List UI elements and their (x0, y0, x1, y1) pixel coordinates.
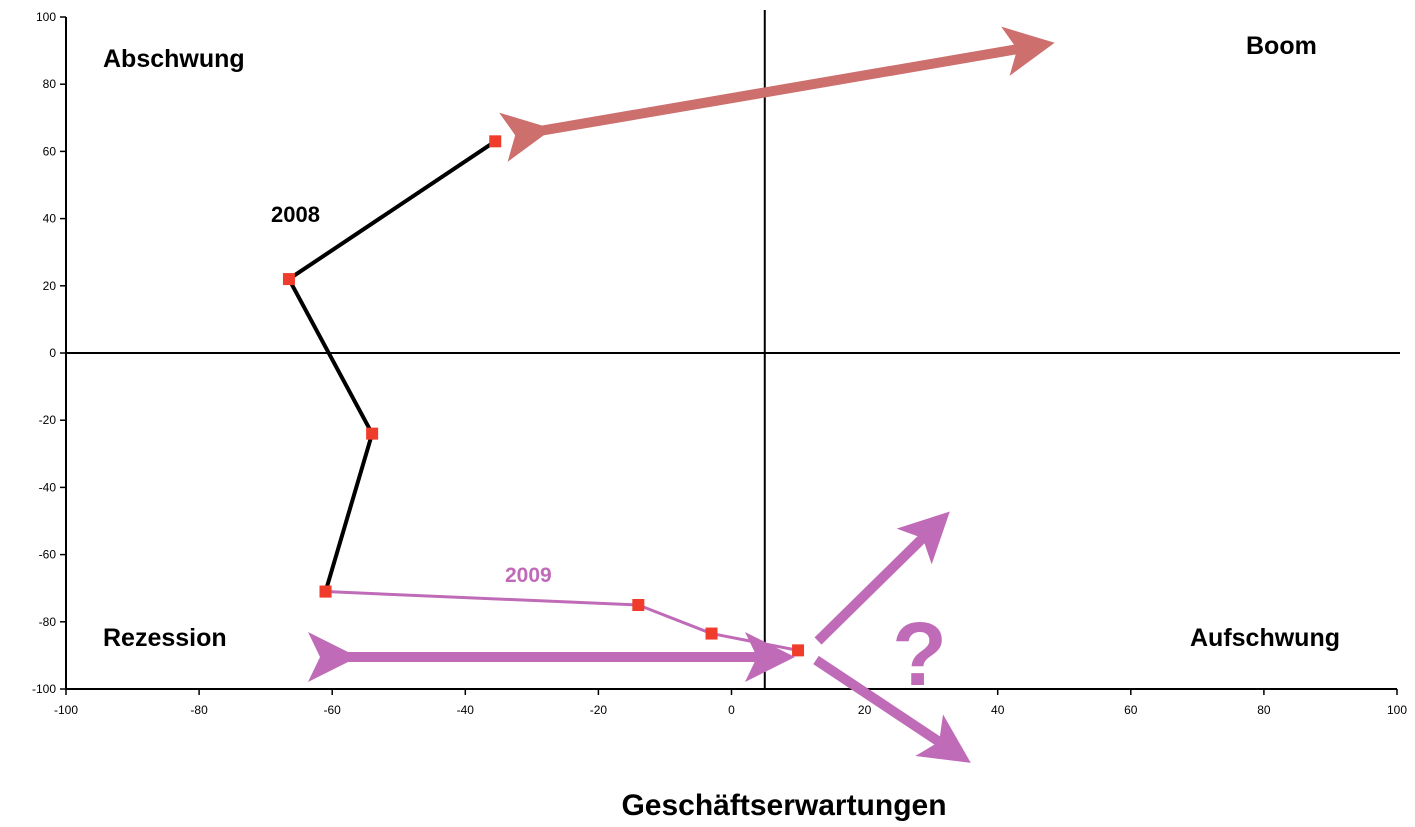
y-tick-label: 20 (43, 279, 57, 293)
series-label-2008: 2008 (271, 202, 320, 227)
y-tick-label: 80 (43, 77, 57, 91)
data-point-2009 (792, 644, 805, 657)
x-tick-label: 40 (991, 703, 1005, 717)
data-point-2008 (282, 273, 295, 286)
y-tick-label: -20 (39, 413, 57, 427)
x-tick-label: -80 (190, 703, 208, 717)
up-right-arrow (814, 511, 950, 645)
x-tick-label: -20 (590, 703, 608, 717)
x-tick-label: -60 (324, 703, 342, 717)
y-tick-label: -60 (39, 548, 57, 562)
x-tick-label: -100 (54, 703, 78, 717)
y-tick-label: -100 (32, 682, 56, 696)
quadrant-label-top-left: Abschwung (103, 45, 245, 73)
question-mark: ? (892, 605, 947, 705)
y-tick-label: 40 (43, 212, 57, 226)
axes: -100 -80 -60 -40 -20 0 20 40 60 80 100 -100 -80 -60 -4… (32, 10, 1407, 717)
x-tick-label: 0 (728, 703, 735, 717)
x-tick-label: -40 (457, 703, 475, 717)
data-point-2009 (319, 585, 332, 598)
quadrant-label-bottom-left: Rezession (103, 624, 227, 652)
y-tick-label: -40 (39, 480, 57, 494)
x-tick-label: 20 (858, 703, 872, 717)
data-point-2009 (632, 599, 645, 611)
down-right-arrow (813, 655, 971, 763)
boom-arrow (499, 26, 1055, 162)
series (282, 135, 805, 657)
data-point-2008 (489, 135, 502, 148)
y-tick-label: -80 (39, 615, 57, 629)
y-tick-label: 100 (36, 10, 56, 24)
series-label-2009: 2009 (505, 564, 552, 587)
y-tick-label: 0 (49, 346, 56, 360)
x-tick-label: 100 (1387, 703, 1407, 717)
y-tick-label: 60 (43, 144, 57, 158)
quadrant-label-top-right: Boom (1246, 32, 1317, 60)
quadrant-label-bottom-right: Aufschwung (1190, 624, 1340, 652)
x-axis-title: Geschäftserwartungen (621, 789, 946, 822)
series-line-2009 (325, 590, 799, 652)
data-point-2009 (705, 627, 718, 640)
series-line-2008 (286, 139, 497, 593)
data-point-2008 (366, 427, 379, 440)
x-tick-label: 60 (1124, 703, 1138, 717)
crosshair (66, 10, 1400, 689)
x-tick-label: 80 (1257, 703, 1271, 717)
